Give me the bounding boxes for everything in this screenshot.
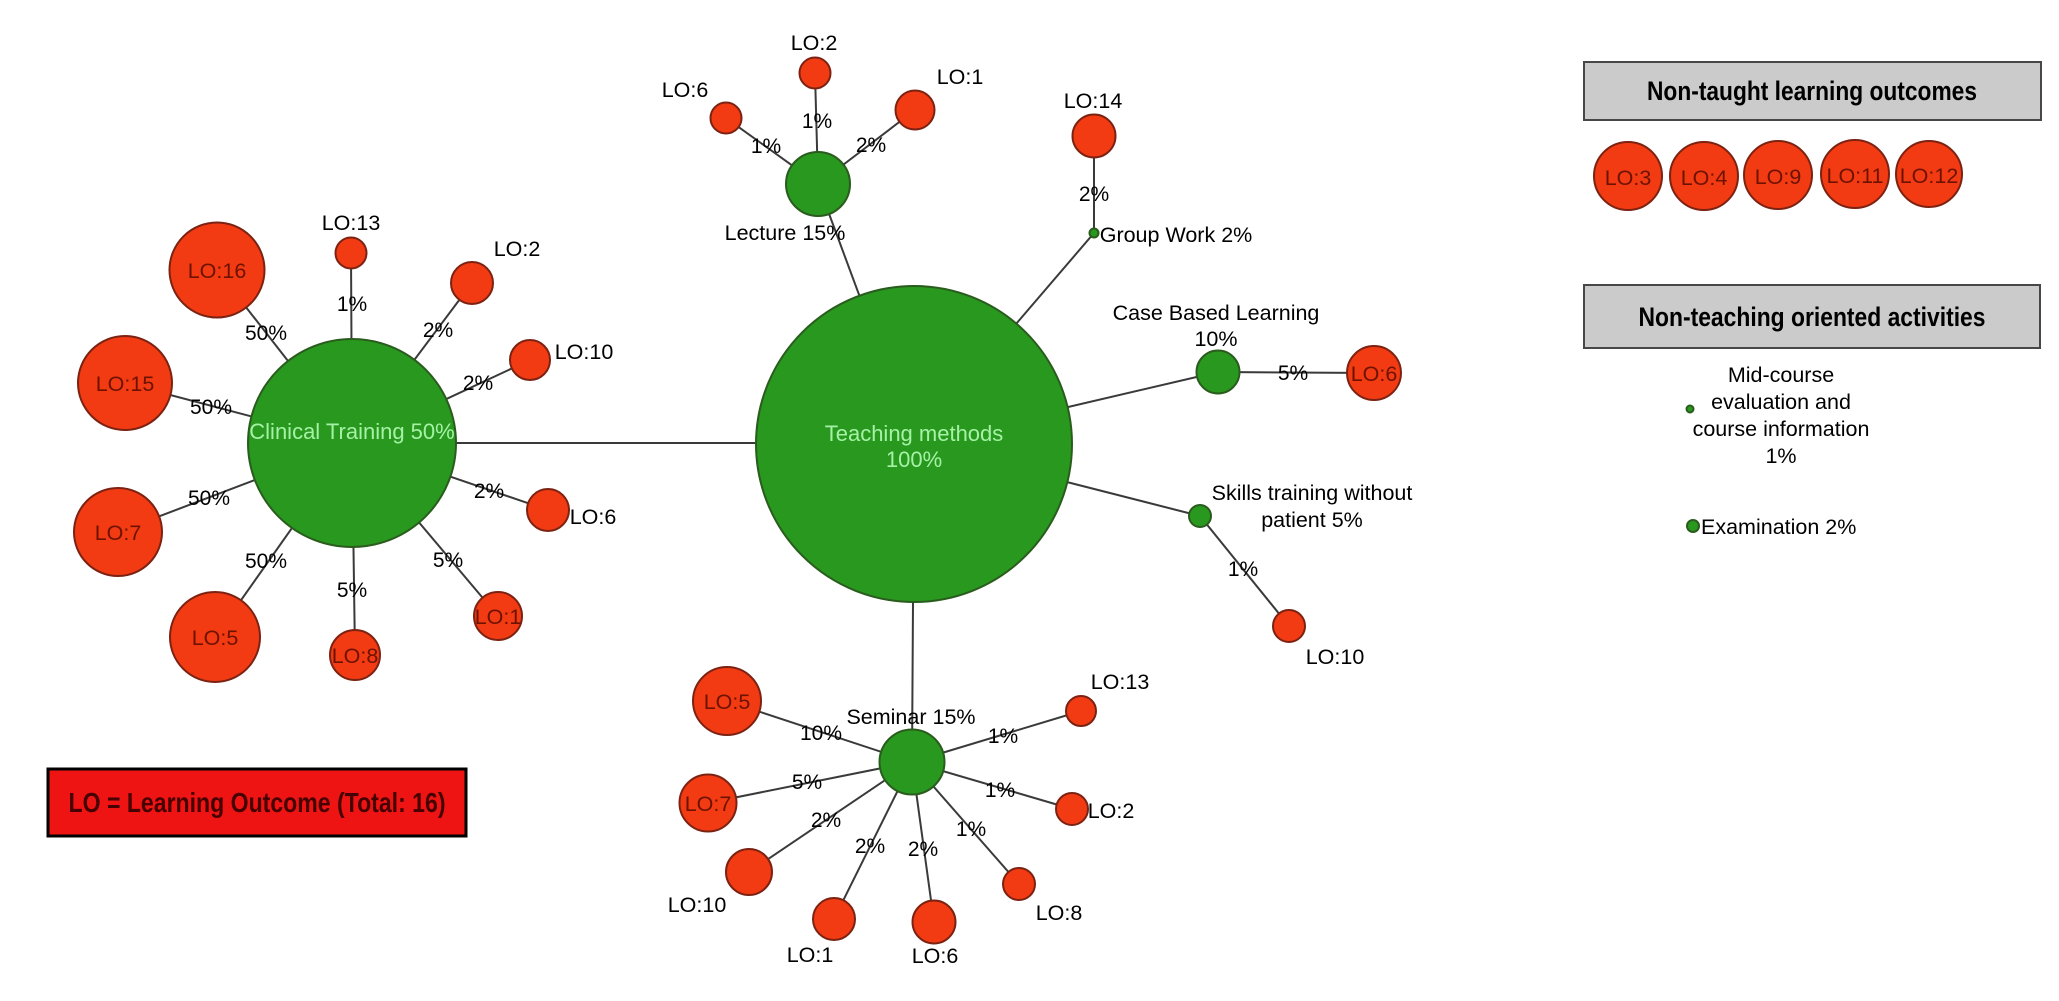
svg-text:LO:2: LO:2 <box>494 237 541 261</box>
svg-text:LO:10: LO:10 <box>1306 645 1365 669</box>
svg-text:LO:8: LO:8 <box>1036 901 1083 925</box>
svg-text:LO:13: LO:13 <box>322 211 381 235</box>
svg-text:2%: 2% <box>855 835 885 858</box>
svg-text:50%: 50% <box>190 396 232 419</box>
svg-text:LO:10: LO:10 <box>668 893 727 917</box>
svg-text:2%: 2% <box>811 809 841 832</box>
svg-text:50%: 50% <box>188 487 230 510</box>
svg-text:Non-teaching oriented activiti: Non-teaching oriented activities <box>1639 302 1986 332</box>
svg-text:100%: 100% <box>886 447 942 472</box>
svg-text:LO:14: LO:14 <box>1064 89 1123 113</box>
svg-text:LO:12: LO:12 <box>1900 164 1959 188</box>
svg-text:2%: 2% <box>474 480 504 503</box>
svg-text:Skills training without: Skills training without <box>1212 481 1413 505</box>
svg-text:1%: 1% <box>1228 558 1258 581</box>
svg-text:LO:16: LO:16 <box>188 259 247 283</box>
svg-text:LO = Learning Outcome (Total:: LO = Learning Outcome (Total: 16) <box>69 787 446 818</box>
svg-text:LO:6: LO:6 <box>570 505 617 529</box>
svg-text:LO:10: LO:10 <box>555 340 614 364</box>
svg-text:Mid-course: Mid-course <box>1728 363 1834 387</box>
svg-text:2%: 2% <box>1079 183 1109 206</box>
svg-text:LO:2: LO:2 <box>1088 799 1135 823</box>
svg-text:2%: 2% <box>908 838 938 861</box>
svg-text:LO:1: LO:1 <box>787 943 834 967</box>
svg-text:course information: course information <box>1693 417 1870 441</box>
svg-text:Group Work 2%: Group Work 2% <box>1100 223 1253 247</box>
svg-text:LO:13: LO:13 <box>1091 670 1150 694</box>
svg-text:LO:6: LO:6 <box>912 944 959 968</box>
svg-text:2%: 2% <box>463 372 493 395</box>
svg-text:Lecture 15%: Lecture 15% <box>725 221 846 245</box>
svg-text:1%: 1% <box>988 725 1018 748</box>
svg-text:LO:1: LO:1 <box>937 65 984 89</box>
svg-text:1%: 1% <box>1765 444 1796 468</box>
svg-text:LO:8: LO:8 <box>332 644 379 668</box>
svg-text:10%: 10% <box>800 722 842 745</box>
svg-text:1%: 1% <box>985 779 1015 802</box>
svg-text:LO:6: LO:6 <box>662 78 709 102</box>
svg-text:Case Based Learning: Case Based Learning <box>1113 301 1320 325</box>
svg-text:LO:6: LO:6 <box>1351 362 1398 386</box>
svg-text:5%: 5% <box>792 771 822 794</box>
svg-text:5%: 5% <box>433 549 463 572</box>
svg-text:Examination 2%: Examination 2% <box>1701 515 1856 539</box>
svg-text:1%: 1% <box>337 293 367 316</box>
svg-text:2%: 2% <box>856 134 886 157</box>
svg-text:LO:5: LO:5 <box>704 690 751 714</box>
svg-text:50%: 50% <box>245 550 287 573</box>
svg-text:5%: 5% <box>1278 362 1308 385</box>
svg-text:Seminar 15%: Seminar 15% <box>846 705 975 729</box>
svg-text:LO:11: LO:11 <box>1827 164 1884 188</box>
svg-text:1%: 1% <box>802 110 832 133</box>
svg-text:LO:7: LO:7 <box>95 521 142 545</box>
svg-text:LO:3: LO:3 <box>1605 166 1652 190</box>
svg-text:LO:5: LO:5 <box>192 626 239 650</box>
svg-text:Teaching methods: Teaching methods <box>825 421 1004 446</box>
svg-text:evaluation and: evaluation and <box>1711 390 1851 414</box>
svg-text:LO:15: LO:15 <box>96 372 155 396</box>
svg-text:LO:2: LO:2 <box>791 31 838 55</box>
svg-text:LO:1: LO:1 <box>475 605 522 629</box>
svg-text:5%: 5% <box>337 579 367 602</box>
svg-text:10%: 10% <box>1194 327 1237 351</box>
svg-text:Non-taught learning outcomes: Non-taught learning outcomes <box>1647 76 1977 106</box>
svg-text:LO:9: LO:9 <box>1755 165 1802 189</box>
svg-text:50%: 50% <box>245 322 287 345</box>
svg-text:1%: 1% <box>751 135 781 158</box>
svg-text:1%: 1% <box>956 818 986 841</box>
svg-text:LO:4: LO:4 <box>1681 166 1728 190</box>
svg-text:patient 5%: patient 5% <box>1261 508 1363 532</box>
svg-text:2%: 2% <box>423 319 453 342</box>
svg-text:Clinical Training 50%: Clinical Training 50% <box>249 419 454 444</box>
svg-text:LO:7: LO:7 <box>685 792 732 816</box>
